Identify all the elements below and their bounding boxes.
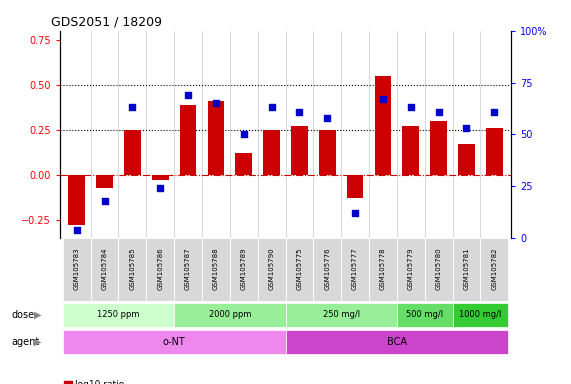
Text: GSM105785: GSM105785 — [130, 248, 135, 290]
Bar — [96, 175, 113, 188]
Bar — [431, 121, 447, 175]
Bar — [118, 238, 146, 301]
Bar — [258, 238, 286, 301]
Bar — [480, 238, 508, 301]
Text: BCA: BCA — [387, 337, 407, 347]
Text: GSM105777: GSM105777 — [352, 248, 358, 290]
Bar — [180, 105, 196, 175]
Text: GSM105776: GSM105776 — [324, 248, 330, 290]
Bar — [91, 238, 118, 301]
Text: GSM105780: GSM105780 — [436, 248, 441, 290]
Bar — [69, 175, 85, 225]
Bar — [453, 303, 508, 327]
Text: GSM105778: GSM105778 — [380, 248, 386, 290]
Bar — [286, 329, 508, 354]
Bar — [152, 175, 168, 180]
Bar — [63, 303, 174, 327]
Text: o-NT: o-NT — [163, 337, 186, 347]
Text: GSM105775: GSM105775 — [296, 248, 303, 290]
Point — [239, 131, 248, 137]
Point — [490, 109, 499, 115]
Bar — [397, 238, 425, 301]
Text: GSM105790: GSM105790 — [268, 248, 275, 290]
Bar — [425, 238, 453, 301]
Point — [156, 185, 165, 191]
Text: GSM105789: GSM105789 — [241, 248, 247, 290]
Text: GSM105786: GSM105786 — [157, 248, 163, 290]
Point — [183, 92, 192, 98]
Text: 1250 ppm: 1250 ppm — [97, 310, 140, 319]
Text: GSM105787: GSM105787 — [185, 248, 191, 290]
Text: dose: dose — [11, 310, 34, 320]
Point — [434, 109, 443, 115]
Point — [72, 227, 81, 233]
Text: 500 mg/l: 500 mg/l — [406, 310, 443, 319]
Bar — [347, 175, 364, 199]
Bar — [230, 238, 258, 301]
Bar — [458, 144, 475, 175]
Bar — [486, 128, 502, 175]
Bar — [453, 238, 480, 301]
Bar — [397, 303, 453, 327]
Bar — [313, 238, 341, 301]
Text: ▶: ▶ — [34, 310, 42, 320]
Point — [128, 104, 137, 111]
Text: GSM105781: GSM105781 — [464, 248, 469, 290]
Bar — [124, 130, 140, 175]
Bar — [375, 76, 391, 175]
Bar — [202, 238, 230, 301]
Bar — [319, 130, 336, 175]
Bar — [286, 238, 313, 301]
Bar — [291, 126, 308, 175]
Point — [323, 115, 332, 121]
Bar — [63, 238, 91, 301]
Point — [462, 125, 471, 131]
Text: 1000 mg/l: 1000 mg/l — [459, 310, 501, 319]
Text: GSM105783: GSM105783 — [74, 248, 80, 290]
Text: GSM105788: GSM105788 — [213, 248, 219, 290]
Bar — [63, 329, 286, 354]
Point — [267, 104, 276, 111]
Bar — [235, 153, 252, 175]
Bar — [286, 303, 397, 327]
Text: GDS2051 / 18209: GDS2051 / 18209 — [51, 15, 162, 28]
Bar — [263, 130, 280, 175]
Bar — [174, 238, 202, 301]
Text: 250 mg/l: 250 mg/l — [323, 310, 360, 319]
Point — [351, 210, 360, 216]
Point — [379, 96, 388, 102]
Text: GSM105784: GSM105784 — [102, 248, 107, 290]
Legend: log10 ratio, percentile rank within the sample: log10 ratio, percentile rank within the … — [65, 380, 228, 384]
Point — [100, 198, 109, 204]
Bar — [403, 126, 419, 175]
Bar — [369, 238, 397, 301]
Text: 2000 ppm: 2000 ppm — [208, 310, 251, 319]
Text: ▶: ▶ — [34, 337, 42, 347]
Bar — [207, 101, 224, 175]
Point — [211, 100, 220, 106]
Point — [406, 104, 415, 111]
Bar — [341, 238, 369, 301]
Text: agent: agent — [11, 337, 39, 347]
Text: GSM105779: GSM105779 — [408, 248, 414, 290]
Bar — [146, 238, 174, 301]
Text: GSM105782: GSM105782 — [491, 248, 497, 290]
Point — [295, 109, 304, 115]
Bar — [174, 303, 286, 327]
